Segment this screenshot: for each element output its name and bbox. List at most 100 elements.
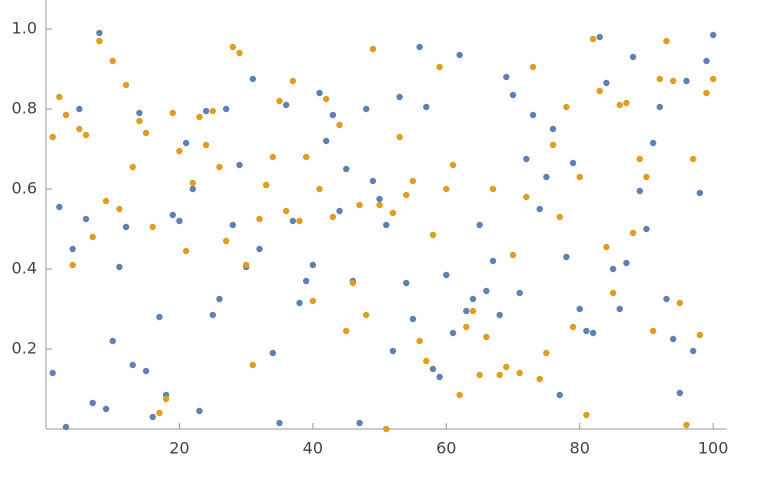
- point: [476, 221, 483, 229]
- point: [383, 425, 390, 433]
- point: [302, 153, 310, 161]
- point: [82, 215, 90, 223]
- point: [316, 89, 323, 97]
- point: [429, 231, 437, 239]
- point: [563, 103, 570, 111]
- point: [62, 423, 70, 431]
- point: [189, 179, 196, 187]
- x-tick-label: 80: [570, 439, 590, 458]
- point: [409, 177, 417, 185]
- point: [383, 221, 390, 229]
- point: [182, 247, 190, 255]
- point: [189, 185, 196, 193]
- point: [76, 105, 83, 113]
- point: [196, 113, 203, 121]
- point: [623, 99, 630, 107]
- point: [256, 215, 263, 223]
- point: [296, 217, 303, 225]
- point: [496, 311, 503, 319]
- point: [129, 163, 136, 171]
- point: [403, 279, 410, 287]
- point: [89, 399, 96, 407]
- point: [182, 139, 190, 147]
- point: [549, 125, 557, 133]
- point: [236, 49, 243, 57]
- point: [509, 251, 517, 259]
- point: [549, 141, 557, 149]
- point: [603, 79, 610, 87]
- point: [369, 45, 377, 53]
- point: [603, 243, 610, 251]
- point: [516, 369, 523, 377]
- point: [436, 63, 443, 71]
- point: [496, 371, 503, 379]
- point: [216, 295, 223, 303]
- point: [323, 95, 330, 103]
- point: [129, 361, 136, 369]
- point: [269, 153, 277, 161]
- point: [156, 409, 163, 417]
- point: [696, 189, 704, 197]
- point: [583, 327, 590, 335]
- point: [309, 297, 317, 305]
- point: [536, 375, 543, 383]
- y-tick-label: 0.4: [12, 259, 37, 278]
- point: [589, 329, 597, 337]
- point: [529, 63, 537, 71]
- point: [456, 391, 463, 399]
- point: [429, 365, 437, 373]
- point: [516, 289, 523, 297]
- point: [649, 327, 657, 335]
- point: [309, 261, 317, 269]
- point: [269, 349, 277, 357]
- point: [656, 75, 663, 83]
- point: [663, 37, 670, 45]
- point: [636, 187, 643, 195]
- point: [449, 329, 457, 337]
- point: [202, 107, 210, 115]
- point: [102, 405, 110, 413]
- point: [469, 295, 477, 303]
- point: [369, 177, 377, 185]
- point: [262, 181, 270, 189]
- point: [116, 205, 123, 213]
- point: [76, 125, 83, 133]
- point: [696, 331, 704, 339]
- point: [229, 221, 237, 229]
- point: [282, 101, 290, 109]
- point: [409, 315, 417, 323]
- point: [676, 299, 683, 307]
- point: [616, 305, 623, 313]
- point: [569, 159, 577, 167]
- point: [249, 361, 257, 369]
- point: [69, 261, 76, 269]
- point: [316, 185, 323, 193]
- point: [56, 203, 63, 211]
- point: [162, 395, 170, 403]
- point: [62, 111, 70, 119]
- point: [329, 213, 337, 221]
- point: [349, 279, 357, 287]
- point: [56, 93, 63, 101]
- y-tick-label: 0.2: [12, 339, 37, 358]
- point: [396, 93, 403, 101]
- point: [169, 109, 176, 117]
- point: [109, 57, 116, 65]
- point: [463, 307, 470, 315]
- point: [656, 103, 663, 111]
- point: [523, 193, 530, 201]
- point: [222, 237, 230, 245]
- point: [649, 139, 657, 147]
- point: [336, 121, 343, 129]
- point: [463, 323, 470, 331]
- point: [543, 173, 550, 181]
- point: [329, 111, 337, 119]
- point: [503, 363, 510, 371]
- point: [643, 173, 650, 181]
- point: [563, 253, 570, 261]
- point: [169, 211, 176, 219]
- point: [49, 133, 56, 141]
- point: [122, 81, 130, 89]
- point: [136, 117, 143, 125]
- point: [669, 77, 677, 85]
